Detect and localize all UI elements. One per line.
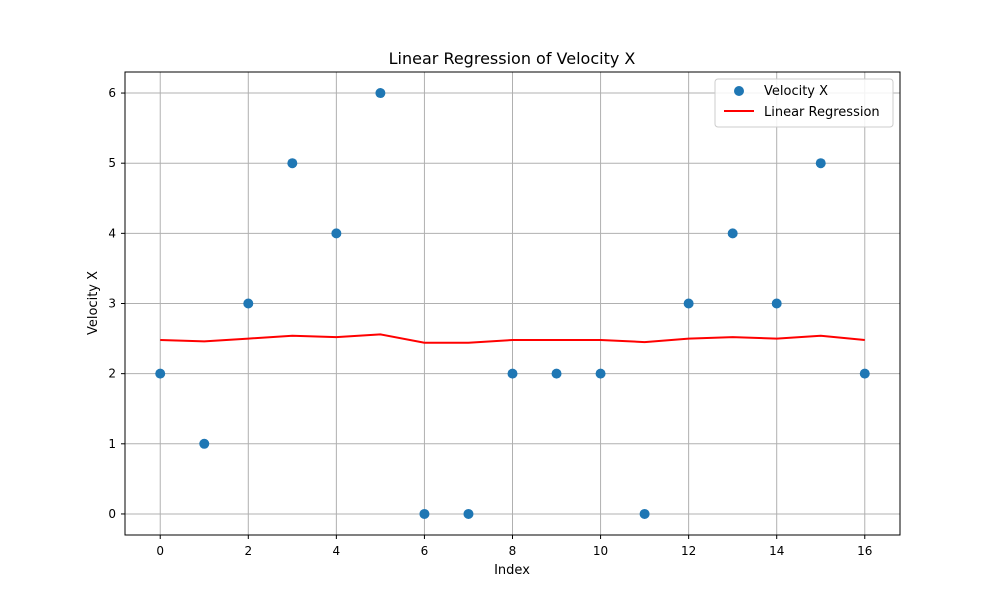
scatter-point: [815, 158, 826, 169]
x-axis-ticks: 0 2 4 6 8 10 12 14 16: [156, 535, 872, 558]
legend-box: [714, 78, 894, 128]
y-tick-label: 0: [108, 507, 116, 521]
scatter-point: [551, 368, 562, 379]
scatter-point: [507, 368, 518, 379]
scatter-points: [155, 88, 870, 519]
legend-label-linear-regression: Linear Regression: [764, 105, 880, 120]
x-tick-label: 6: [421, 544, 429, 558]
scatter-point: [727, 228, 738, 239]
x-axis-label: Index: [494, 563, 530, 578]
scatter-point: [771, 298, 782, 309]
scatter-point: [463, 508, 474, 519]
y-tick-label: 4: [108, 226, 116, 240]
scatter-point: [683, 298, 694, 309]
x-tick-label: 16: [857, 544, 872, 558]
scatter-point: [419, 508, 430, 519]
scatter-point: [243, 298, 254, 309]
y-axis-label: Velocity X: [86, 271, 101, 335]
y-tick-label: 6: [108, 86, 116, 100]
y-axis-ticks: 0 1 2 3 4 5 6: [108, 86, 125, 521]
legend-label-velocity-x: Velocity X: [764, 84, 828, 99]
y-tick-label: 3: [108, 297, 116, 311]
scatter-point: [287, 158, 298, 169]
x-tick-label: 12: [681, 544, 696, 558]
x-tick-label: 4: [333, 544, 341, 558]
x-tick-label: 2: [244, 544, 252, 558]
scatter-point: [859, 368, 870, 379]
legend-marker-velocity-x: [734, 86, 744, 96]
x-tick-label: 0: [156, 544, 164, 558]
regression-line: [160, 333, 865, 344]
x-tick-label: 14: [769, 544, 784, 558]
scatter-point: [595, 368, 606, 379]
scatter-point: [199, 438, 210, 449]
chart-title: Linear Regression of Velocity X: [389, 49, 636, 68]
scatter-point: [639, 508, 650, 519]
grid-lines: [125, 72, 900, 535]
regression-line-layer: [160, 333, 865, 344]
scatter-point: [375, 88, 386, 99]
x-tick-label: 10: [593, 544, 608, 558]
x-tick-label: 8: [509, 544, 517, 558]
scatter-point: [155, 368, 166, 379]
scatter-point: [331, 228, 342, 239]
y-tick-label: 5: [108, 156, 116, 170]
y-tick-label: 1: [108, 437, 116, 451]
legend: Velocity X Linear Regression: [714, 78, 894, 128]
y-tick-label: 2: [108, 367, 116, 381]
